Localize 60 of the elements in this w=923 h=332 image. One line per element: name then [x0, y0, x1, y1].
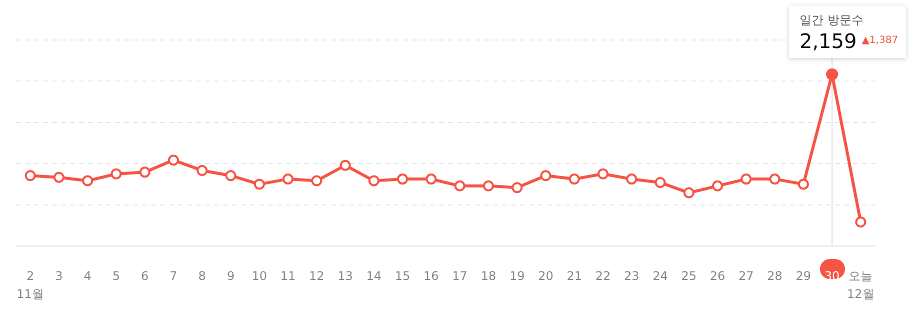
point — [482, 180, 494, 192]
point — [282, 174, 294, 185]
point — [82, 175, 94, 186]
x-tick-label: 5 — [112, 269, 120, 284]
x-tick-label: 6 — [141, 269, 149, 284]
x-tick-label: 오늘 12월 — [847, 269, 874, 302]
point — [53, 172, 64, 183]
point — [368, 175, 380, 186]
point — [24, 170, 36, 182]
point — [855, 216, 866, 228]
point — [311, 175, 322, 186]
point — [626, 174, 638, 185]
x-tick-label: 14 — [366, 269, 382, 284]
point — [798, 178, 809, 190]
x-tick-label: 10 — [252, 269, 268, 284]
x-tick-label: 26 — [710, 269, 726, 284]
x-tick-label: 17 — [452, 269, 468, 284]
x-tick-label: 27 — [738, 269, 754, 284]
point — [196, 164, 208, 176]
point — [769, 174, 780, 185]
point — [168, 154, 179, 166]
x-tick-label: 22 — [595, 269, 611, 284]
point — [397, 174, 408, 185]
x-tick-label: 12 — [309, 269, 324, 284]
x-tick-label: 4 — [84, 269, 92, 284]
point — [254, 178, 265, 190]
x-tick-label: 19 — [509, 269, 525, 284]
point — [540, 170, 552, 182]
x-tick-label: 20 — [538, 269, 554, 284]
point — [426, 174, 437, 185]
x-tick-label: 18 — [480, 269, 496, 284]
point — [712, 180, 724, 192]
point — [454, 180, 466, 192]
point — [568, 174, 580, 185]
x-tick-label: 9 — [226, 269, 235, 284]
x-tick-label: 21 — [566, 269, 582, 284]
x-tick-label: 3 — [55, 269, 63, 284]
x-tick-label: 11 — [280, 269, 296, 284]
point — [340, 160, 351, 171]
x-tick-label: 15 — [394, 269, 410, 284]
point — [740, 174, 752, 185]
point — [826, 68, 838, 80]
x-tick-label: 13 — [338, 269, 353, 284]
tooltip-card: 일간 방문수 2,159 $^{▲1,387}$ — [789, 6, 906, 58]
point — [110, 168, 122, 180]
point — [512, 182, 523, 194]
point — [683, 187, 694, 198]
x-tick-label: 28 — [767, 269, 782, 284]
x-tick-label: 7 — [170, 269, 178, 284]
x-tick-label: 24 — [652, 269, 668, 284]
point — [654, 176, 666, 188]
x-tick-label: 16 — [424, 269, 439, 284]
point — [597, 168, 608, 180]
x-tick-label: 23 — [624, 269, 640, 284]
x-tick-label: 29 — [796, 269, 812, 284]
point — [225, 170, 236, 182]
x-tick-label: 25 — [681, 269, 697, 284]
x-tick-label: 8 — [198, 269, 206, 284]
point — [139, 166, 150, 178]
x-tick-label: 2 11월 — [16, 269, 44, 302]
